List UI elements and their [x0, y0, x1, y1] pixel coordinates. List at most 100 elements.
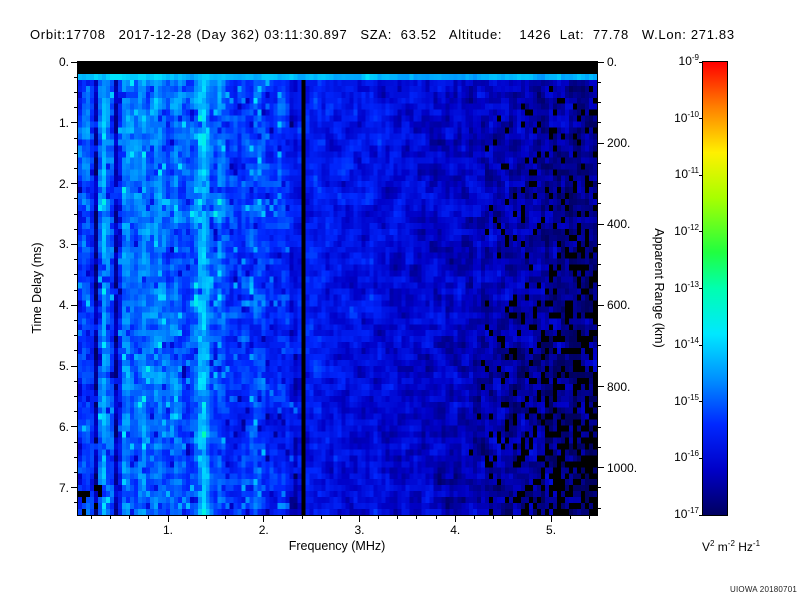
y-tick-label: 3.	[58, 237, 69, 252]
x-minor-tick	[531, 516, 533, 519]
range-minor-tick	[598, 183, 601, 185]
range-minor-tick	[598, 284, 601, 286]
colorbar-tick	[699, 231, 703, 233]
x-minor-tick	[378, 516, 380, 519]
y-major-tick	[71, 426, 77, 428]
colorbar-tick-label: 10-15	[674, 392, 699, 408]
y-major-tick	[71, 243, 77, 245]
x-minor-tick	[301, 516, 303, 519]
range-minor-tick	[598, 406, 601, 408]
y-minor-tick	[74, 259, 77, 261]
x-minor-tick	[244, 516, 246, 519]
x-tick-label: 5.	[546, 523, 557, 537]
y-minor-tick	[74, 198, 77, 200]
x-minor-tick	[224, 516, 226, 519]
x-minor-tick	[282, 516, 284, 519]
x-minor-tick	[148, 516, 150, 519]
colorbar-tick	[699, 288, 703, 289]
x-minor-tick	[205, 516, 207, 519]
range-minor-tick	[598, 507, 601, 509]
range-tick-label: 400.	[607, 217, 631, 232]
colorbar-tick-label: 10-13	[674, 279, 699, 295]
range-tick-label: 200.	[607, 136, 631, 151]
colorbar-tick	[699, 174, 703, 176]
y-minor-tick	[74, 91, 77, 93]
range-minor-tick	[598, 244, 601, 246]
colorbar-tick	[699, 344, 703, 346]
watermark: UIOWA 20180701	[730, 585, 797, 594]
colorbar-tick-label: 10-16	[674, 449, 699, 465]
y-minor-tick	[74, 456, 77, 458]
y-minor-tick	[74, 395, 77, 397]
colorbar-tick	[699, 118, 703, 120]
x-minor-tick	[110, 516, 112, 519]
y-minor-tick	[74, 335, 77, 337]
y-minor-tick	[74, 213, 77, 215]
x-minor-tick	[569, 516, 571, 519]
y-major-tick	[71, 487, 77, 489]
colorbar-tick	[699, 401, 703, 403]
x-minor-tick	[320, 516, 322, 519]
range-minor-tick	[598, 345, 601, 347]
range-minor-tick	[598, 365, 601, 367]
y-tick-label: 1.	[58, 115, 69, 130]
y-tick-label: 2.	[58, 176, 69, 191]
y-minor-tick	[74, 411, 77, 413]
colorbar-tick	[699, 457, 703, 459]
range-minor-tick	[598, 162, 601, 164]
y-minor-tick	[74, 76, 77, 78]
range-tick-label: 600.	[607, 298, 631, 313]
y-minor-tick	[74, 152, 77, 154]
range-minor-tick	[598, 487, 601, 489]
range-minor-tick	[598, 426, 601, 428]
range-tick-label: 1000.	[607, 460, 638, 475]
y-tick-label: 0.	[58, 55, 69, 69]
header-text: Orbit:17708 2017-12-28 (Day 362) 03:11:3…	[30, 27, 735, 42]
x-major-tick	[167, 516, 169, 522]
colorbar-tick-label: 10-17	[674, 506, 699, 522]
y-minor-tick	[74, 107, 77, 109]
colorbar-units-label: V2 m-2 Hz-1	[701, 539, 761, 555]
y-minor-tick	[74, 319, 77, 321]
range-minor-tick	[598, 81, 601, 83]
x-minor-tick	[435, 516, 437, 519]
range-tick-label: 800.	[607, 379, 631, 394]
y-major-tick	[71, 365, 77, 367]
x-tick-label: 3.	[354, 523, 365, 537]
y-minor-tick	[74, 350, 77, 352]
range-tick-label: 0.	[607, 55, 618, 69]
range-major-tick	[598, 304, 604, 306]
y-minor-tick	[74, 380, 77, 382]
x-tick-label: 2.	[258, 523, 269, 537]
x-minor-tick	[493, 516, 495, 519]
x-minor-tick	[588, 516, 590, 519]
spectrogram-canvas	[78, 62, 597, 515]
colorbar-tick	[699, 61, 703, 63]
x-major-tick	[550, 516, 552, 522]
range-minor-tick	[598, 446, 601, 448]
x-minor-tick	[473, 516, 475, 519]
range-major-tick	[598, 386, 604, 387]
colorbar-tick-label: 10-9	[678, 53, 699, 69]
y-tick-label: 7.	[58, 480, 69, 495]
x-minor-tick	[339, 516, 341, 519]
x-major-tick	[263, 516, 265, 522]
y-minor-tick	[74, 441, 77, 443]
range-major-tick	[598, 223, 604, 225]
range-major-tick	[598, 467, 604, 469]
x-minor-tick	[512, 516, 514, 519]
range-minor-tick	[598, 203, 601, 205]
colorbar-tick	[699, 514, 703, 516]
plot-frame	[77, 61, 598, 516]
y-tick-label: 4.	[58, 298, 69, 313]
y-minor-tick	[74, 289, 77, 291]
x-major-tick	[454, 516, 456, 522]
y-tick-label: 6.	[58, 419, 69, 434]
x-minor-tick	[90, 516, 92, 519]
y-major-tick	[71, 183, 77, 185]
x-major-tick	[359, 516, 361, 522]
x-minor-tick	[186, 516, 188, 519]
y-major-tick	[71, 122, 77, 124]
y-major-tick	[71, 61, 77, 63]
